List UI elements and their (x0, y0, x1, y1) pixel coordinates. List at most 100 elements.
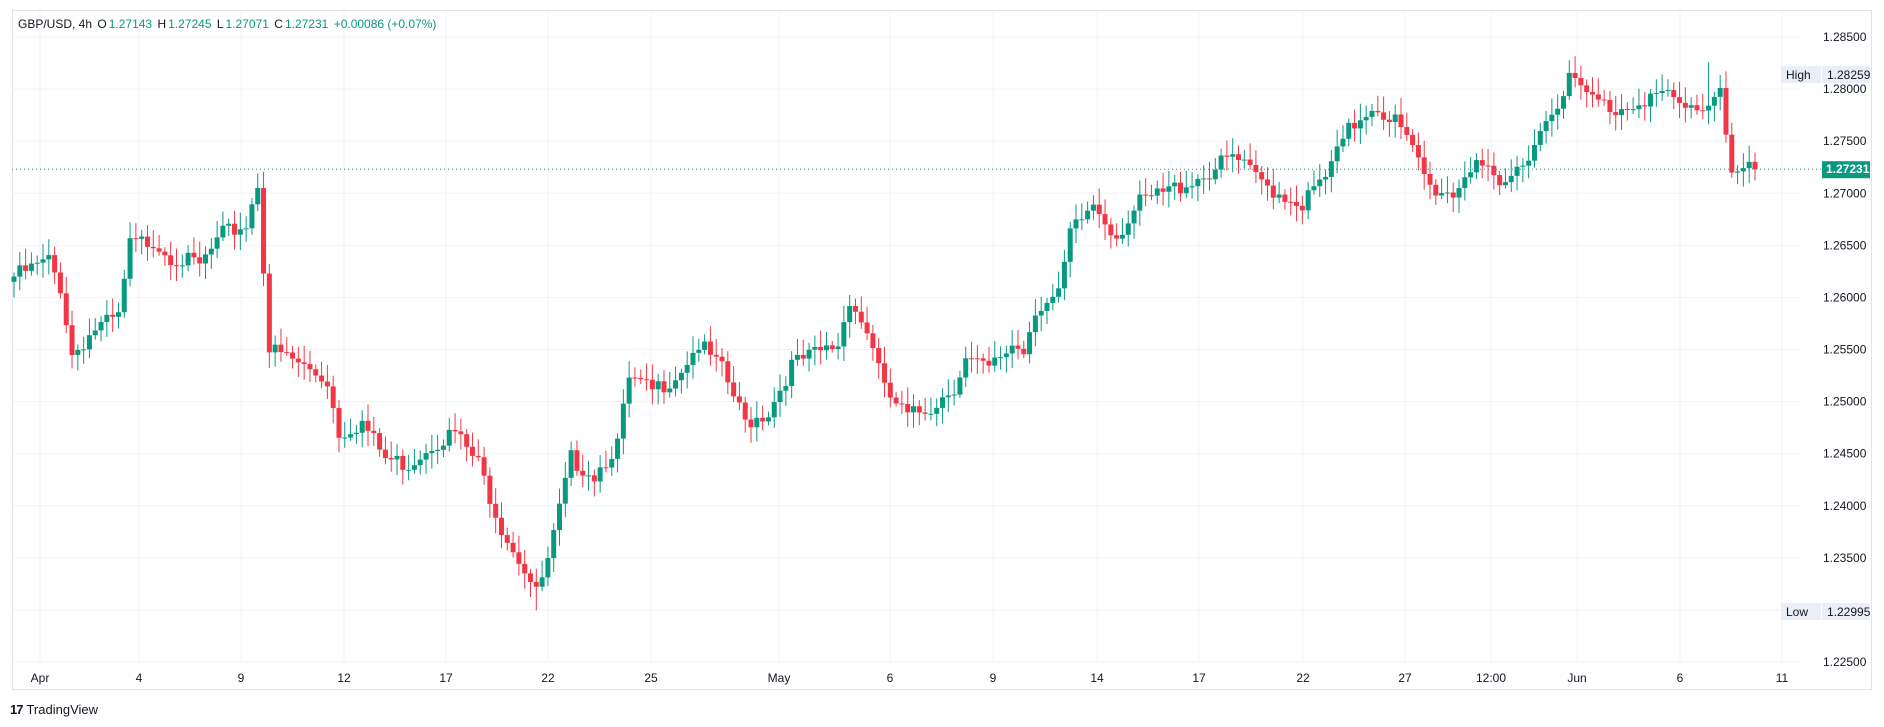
candle (1363, 105, 1369, 135)
candle (1717, 75, 1723, 111)
candle (1688, 97, 1694, 119)
candle-body (1102, 214, 1108, 225)
candle (1572, 56, 1578, 88)
candle (1241, 149, 1247, 169)
candle (208, 238, 214, 269)
candle (1340, 125, 1346, 153)
candle-body (400, 455, 406, 470)
time-tick-label: 12 (337, 671, 351, 685)
time-tick-label: 4 (136, 671, 143, 685)
candle (1096, 188, 1102, 229)
candle-body (527, 573, 533, 582)
candle-body (348, 434, 354, 438)
candle-body (1392, 114, 1398, 122)
candle-body (841, 322, 847, 347)
candle-body (330, 386, 336, 408)
candle-body (1740, 168, 1746, 172)
candle (92, 318, 98, 340)
candle (1735, 165, 1741, 185)
candle (922, 397, 928, 421)
candle-body (313, 369, 319, 376)
candle-body (1183, 187, 1189, 194)
candle-body (794, 354, 800, 360)
candle (1439, 178, 1445, 199)
candle (1160, 172, 1166, 206)
candle (974, 345, 980, 374)
candle (156, 234, 162, 256)
candle (626, 361, 632, 418)
candle-body (1195, 178, 1201, 187)
candle (46, 239, 52, 275)
candle-body (139, 236, 145, 239)
candle-body (1299, 205, 1305, 211)
time-tick-label: Jun (1567, 671, 1586, 685)
candle-body (86, 335, 92, 350)
candle (1125, 210, 1131, 247)
candle-body (1508, 175, 1514, 183)
candle (794, 338, 800, 366)
candle (1073, 204, 1079, 244)
candle-body (847, 306, 853, 323)
candle-body (957, 377, 963, 395)
candle (1560, 90, 1566, 119)
candle (1752, 152, 1758, 181)
candle-body (371, 430, 377, 434)
candle (1288, 187, 1294, 216)
candle-body (464, 434, 470, 447)
candle (777, 374, 783, 417)
candle-body (1154, 188, 1160, 196)
time-tick-label: 25 (644, 671, 658, 685)
candle (765, 411, 771, 426)
candle (1253, 150, 1259, 184)
symbol-label[interactable]: GBP/USD, 4h (18, 17, 93, 31)
candle (1659, 74, 1665, 101)
candle (1038, 296, 1044, 332)
candle (1212, 157, 1218, 185)
candle (812, 335, 818, 366)
candle-body (11, 276, 17, 282)
candle (1526, 145, 1532, 179)
candle (1468, 157, 1474, 184)
candle (446, 417, 452, 452)
candle (1375, 95, 1381, 117)
price-tick-label: 1.24000 (1823, 499, 1867, 513)
candle (365, 404, 371, 447)
candle (800, 339, 806, 366)
candle (1050, 283, 1056, 311)
candle (1085, 201, 1091, 224)
candle (725, 351, 731, 395)
candle (760, 405, 766, 431)
candle (504, 527, 510, 551)
candle-body (324, 381, 330, 387)
candle-body (1619, 109, 1625, 116)
candle-body (411, 465, 417, 470)
candle-body (510, 542, 516, 553)
brand-name[interactable]: TradingView (26, 702, 99, 717)
candle-body (185, 252, 191, 266)
candle-body (278, 344, 284, 353)
candle-body (1473, 160, 1479, 173)
tradingview-logo[interactable]: 17 (10, 702, 24, 717)
candle (220, 211, 226, 242)
candle (110, 298, 116, 333)
time-tick-label: 17 (439, 671, 453, 685)
candle-body (1537, 131, 1543, 145)
candle-body (1079, 219, 1085, 221)
candle (1456, 179, 1462, 214)
candle (75, 344, 81, 371)
candle (237, 212, 243, 251)
candle-body (922, 412, 928, 414)
candle-body (1259, 172, 1265, 180)
candle (1061, 249, 1067, 301)
candle (179, 254, 185, 278)
candle-body (266, 273, 272, 353)
candle-body (1706, 105, 1712, 111)
candle-body (498, 517, 504, 536)
candle (168, 241, 174, 280)
candle-body (1439, 193, 1445, 196)
candle-body (208, 248, 214, 255)
candle-body (719, 356, 725, 362)
candle-body (1415, 145, 1421, 158)
candle (789, 351, 795, 399)
